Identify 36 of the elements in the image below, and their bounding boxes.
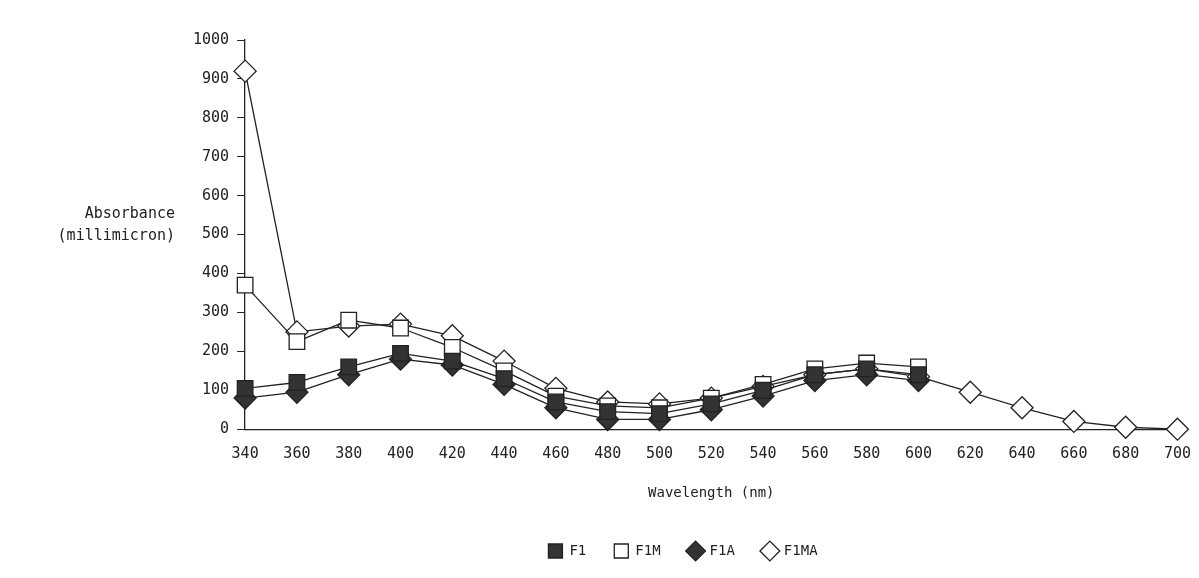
y-axis-title: Absorbance (millimicron) xyxy=(57,204,175,245)
x-tick-label: 660 xyxy=(1060,444,1088,463)
x-tick-label: 340 xyxy=(231,444,259,463)
y-tick-label: 400 xyxy=(202,263,230,282)
legend-label: F1MA xyxy=(783,541,819,558)
x-tick-label: 480 xyxy=(594,444,622,463)
x-tick-label: 400 xyxy=(386,444,415,463)
x-tick-label: 640 xyxy=(1008,444,1036,463)
y-tick-label: 0 xyxy=(220,419,230,438)
y-tick-label: 700 xyxy=(202,146,230,165)
x-tick-label: 680 xyxy=(1112,444,1140,463)
legend-label: F1M xyxy=(635,541,661,558)
x-axis-title: Wavelength (nm) xyxy=(648,484,775,501)
x-tick-label: 600 xyxy=(904,444,933,463)
x-tick-label: 540 xyxy=(749,444,777,463)
x-tick-label: 520 xyxy=(697,444,725,463)
x-tick-label: 500 xyxy=(645,444,674,463)
y-tick-label: 600 xyxy=(202,185,230,204)
x-tick-label: 440 xyxy=(490,444,518,463)
x-tick-label: 360 xyxy=(283,444,311,463)
y-tick-label: 1000 xyxy=(193,29,230,48)
x-tick-label: 380 xyxy=(335,444,363,463)
legend-label: F1A xyxy=(709,541,736,558)
x-tick-label: 620 xyxy=(956,444,984,463)
y-tick-label: 300 xyxy=(202,302,230,321)
y-tick-label: 800 xyxy=(202,107,230,126)
y-tick-label: 100 xyxy=(202,380,230,399)
y-tick-label: 900 xyxy=(202,68,230,87)
y-tick-label: 200 xyxy=(202,341,230,360)
x-tick-label: 460 xyxy=(542,444,570,463)
x-tick-label: 560 xyxy=(801,444,829,463)
x-tick-label: 700 xyxy=(1163,444,1191,463)
x-tick-label: 580 xyxy=(853,444,881,463)
legend-label: F1 xyxy=(569,541,587,558)
y-tick-label: 500 xyxy=(202,224,230,243)
x-tick-label: 420 xyxy=(438,444,466,463)
